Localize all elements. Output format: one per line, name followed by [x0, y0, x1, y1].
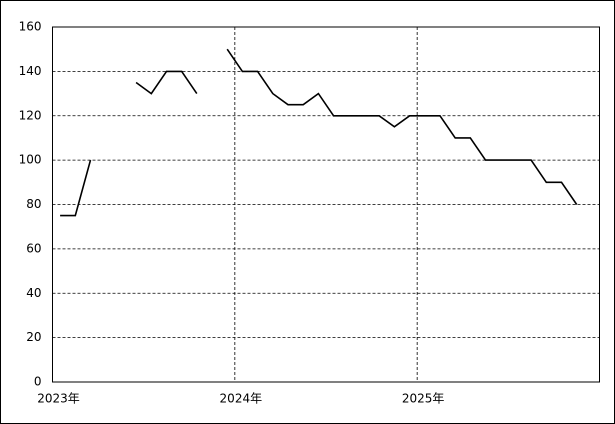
y-tick-label: 20 — [26, 330, 41, 344]
y-tick-label: 0 — [34, 375, 42, 389]
y-tick-label: 120 — [19, 108, 42, 122]
y-tick-label: 60 — [26, 241, 41, 255]
x-tick-label: 2024年 — [220, 392, 263, 406]
y-tick-label: 140 — [19, 64, 42, 78]
y-tick-label: 160 — [19, 20, 42, 34]
x-tick-label: 2023年 — [37, 392, 80, 406]
y-tick-label: 80 — [26, 197, 41, 211]
x-tick-label: 2025年 — [402, 392, 445, 406]
y-tick-label: 100 — [19, 153, 42, 167]
line — [60, 48, 578, 217]
y-tick-label: 40 — [26, 286, 41, 300]
